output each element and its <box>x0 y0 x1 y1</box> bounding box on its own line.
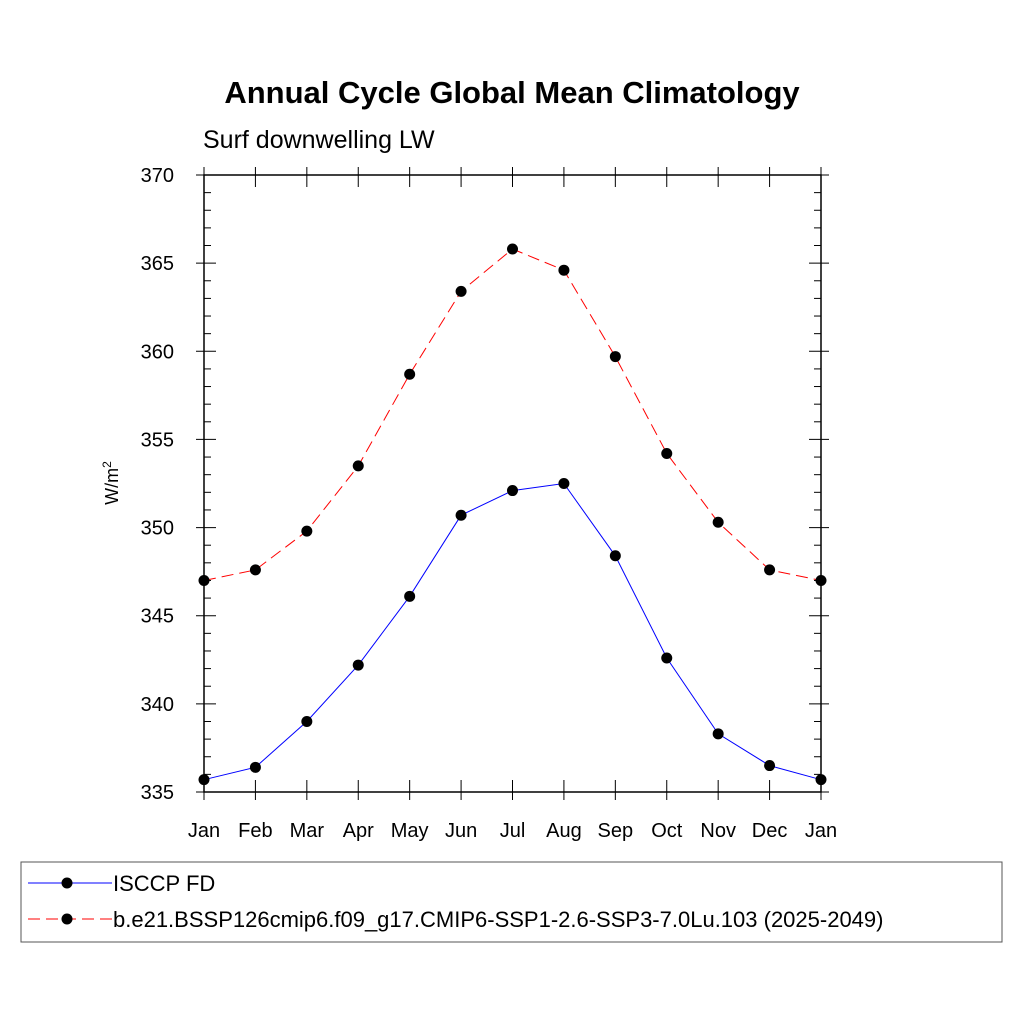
y-tick-label: 345 <box>141 606 174 628</box>
data-point <box>301 715 313 727</box>
y-axis-label-sup: 2 <box>100 461 114 468</box>
x-tick-label: Feb <box>238 820 272 842</box>
data-point <box>455 509 467 521</box>
chart-title: Annual Cycle Global Mean Climatology <box>224 75 800 110</box>
series-line-2 <box>203 248 822 581</box>
data-point <box>198 574 210 586</box>
data-point <box>249 564 261 576</box>
data-point <box>764 564 776 576</box>
legend-label-1: ISCCP FD <box>113 871 215 896</box>
y-tick-label: 360 <box>141 341 174 363</box>
data-point <box>558 478 570 489</box>
svg-text:W/m2: W/m2 <box>100 461 122 505</box>
series-group <box>198 243 827 786</box>
data-point <box>712 516 724 528</box>
data-point <box>404 368 416 380</box>
y-axis-label-text: W/m <box>102 468 122 505</box>
y-tick-label: 355 <box>141 429 174 451</box>
legend-marker-1 <box>61 877 73 889</box>
y-tick-labels: 335 340 345 350 355 360 365 370 <box>141 165 174 804</box>
data-point <box>198 774 210 786</box>
data-point <box>661 652 673 664</box>
data-point <box>507 485 518 497</box>
x-tick-label: Sep <box>598 820 634 842</box>
y-tick-label: 340 <box>141 694 174 716</box>
y-axis-label: W/m2 <box>100 461 122 505</box>
y-tick-label: 350 <box>141 518 174 540</box>
x-tick-label: Nov <box>700 820 736 842</box>
x-tick-label: Aug <box>546 820 582 842</box>
x-tick-label: Dec <box>752 820 788 842</box>
x-tick-label: Jan <box>805 820 837 842</box>
x-tick-label: Mar <box>290 820 325 842</box>
x-tick-labels: Jan Feb Mar Apr May Jun Jul Aug Sep Oct Nov Dec Jan <box>188 820 837 842</box>
plot-frame <box>203 174 822 793</box>
data-point <box>507 243 518 255</box>
legend-marker-2 <box>61 913 73 925</box>
x-tick-label: Jan <box>188 820 220 842</box>
data-point <box>609 550 621 562</box>
series-line-1 <box>203 482 822 781</box>
x-tick-label: Apr <box>343 820 374 842</box>
legend: ISCCP FD b.e21.BSSP126cmip6.f09_g17.CMIP6… <box>28 871 883 932</box>
data-point <box>815 574 827 586</box>
y-tick-label: 335 <box>141 782 174 804</box>
legend-box <box>20 861 1003 943</box>
data-point <box>661 448 673 460</box>
x-tick-label: Oct <box>651 820 683 842</box>
data-point <box>404 590 416 602</box>
data-point <box>249 761 261 773</box>
data-point <box>301 525 313 537</box>
y-tick-label: 365 <box>141 253 174 275</box>
x-tick-label: Jul <box>500 820 526 842</box>
data-point <box>455 285 467 297</box>
y-tick-label: 370 <box>141 165 174 187</box>
data-point <box>712 728 724 740</box>
data-point <box>352 659 364 671</box>
data-point <box>352 460 364 472</box>
axes-ticks <box>196 167 829 800</box>
data-point <box>815 774 827 786</box>
data-point <box>764 760 776 772</box>
x-tick-label: Jun <box>445 820 477 842</box>
x-tick-label: May <box>391 820 429 842</box>
data-point <box>558 264 570 276</box>
legend-label-2: b.e21.BSSP126cmip6.f09_g17.CMIP6-SSP1-2.… <box>113 907 883 932</box>
data-point <box>609 351 621 363</box>
chart-subtitle: Surf downwelling LW <box>203 126 435 154</box>
